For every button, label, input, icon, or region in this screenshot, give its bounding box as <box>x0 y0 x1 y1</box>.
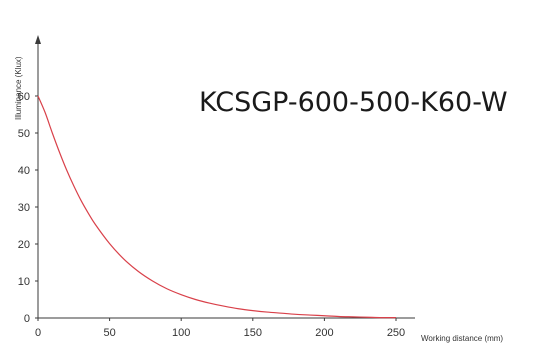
x-axis-ticks: 0 50 100 150 200 250 <box>35 318 405 339</box>
y-tick-label: 0 <box>24 313 30 325</box>
chart-axes <box>35 35 415 318</box>
x-axis-label: Working distance (mm) <box>421 334 503 343</box>
chart-title: KCSGP-600-500-K60-W <box>199 87 508 118</box>
illuminance-curve <box>38 96 396 318</box>
y-tick-label: 30 <box>18 202 30 214</box>
y-tick-label: 10 <box>18 276 30 288</box>
x-tick-label: 50 <box>103 327 115 339</box>
x-tick-label: 250 <box>387 327 405 339</box>
x-tick-label: 100 <box>172 327 190 339</box>
series-layer <box>38 96 396 318</box>
x-tick-label: 200 <box>315 327 333 339</box>
y-axis-label: Illuminance (Klux) <box>14 56 23 120</box>
y-axis-arrow <box>35 35 41 44</box>
y-tick-label: 40 <box>18 165 30 177</box>
x-tick-label: 150 <box>244 327 262 339</box>
y-tick-label: 20 <box>18 239 30 251</box>
x-tick-label: 0 <box>35 327 41 339</box>
y-tick-label: 50 <box>18 128 30 140</box>
